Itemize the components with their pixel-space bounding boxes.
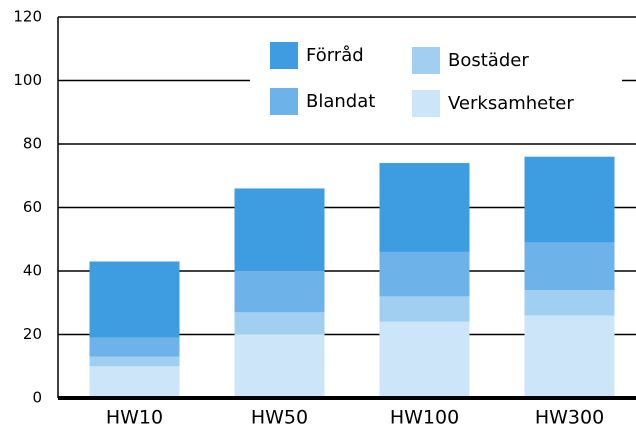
- legend-swatch: [412, 47, 440, 74]
- bar-segment: [89, 337, 180, 357]
- bar-segment: [234, 334, 325, 398]
- x-tick-label: HW10: [106, 407, 163, 429]
- bar-segment: [234, 188, 325, 271]
- bar-segment: [524, 315, 615, 398]
- y-tick-label: 20: [23, 325, 42, 343]
- bar-segment: [89, 261, 180, 338]
- bar-segment: [234, 271, 325, 313]
- y-tick-label: 120: [13, 8, 42, 26]
- bar-segment: [89, 356, 180, 367]
- x-tick-label: HW300: [535, 407, 604, 429]
- bar-segment: [379, 251, 470, 297]
- legend-swatch: [270, 88, 298, 115]
- legend-swatch: [412, 90, 440, 117]
- x-tick-label: HW50: [251, 407, 308, 429]
- bar-segment: [524, 290, 615, 316]
- legend-label: Förråd: [306, 45, 364, 66]
- bar-segment: [524, 242, 615, 291]
- legend-swatch: [270, 42, 298, 69]
- legend-label: Bostäder: [448, 50, 529, 71]
- y-tick-label: 80: [23, 135, 42, 153]
- bar-segment: [379, 163, 470, 252]
- legend-label: Blandat: [306, 91, 375, 112]
- y-tick-label: 40: [23, 262, 42, 280]
- y-tick-label: 100: [13, 71, 42, 89]
- bar-segment: [234, 312, 325, 335]
- y-tick-label: 0: [32, 389, 42, 407]
- bar-segment: [524, 156, 615, 243]
- y-tick-label: 60: [23, 198, 42, 216]
- legend-label: Verksamheter: [448, 93, 574, 114]
- bar-segment: [89, 366, 180, 398]
- bar-segment: [379, 321, 470, 398]
- bar-segment: [379, 296, 470, 322]
- x-tick-label: HW100: [390, 407, 459, 429]
